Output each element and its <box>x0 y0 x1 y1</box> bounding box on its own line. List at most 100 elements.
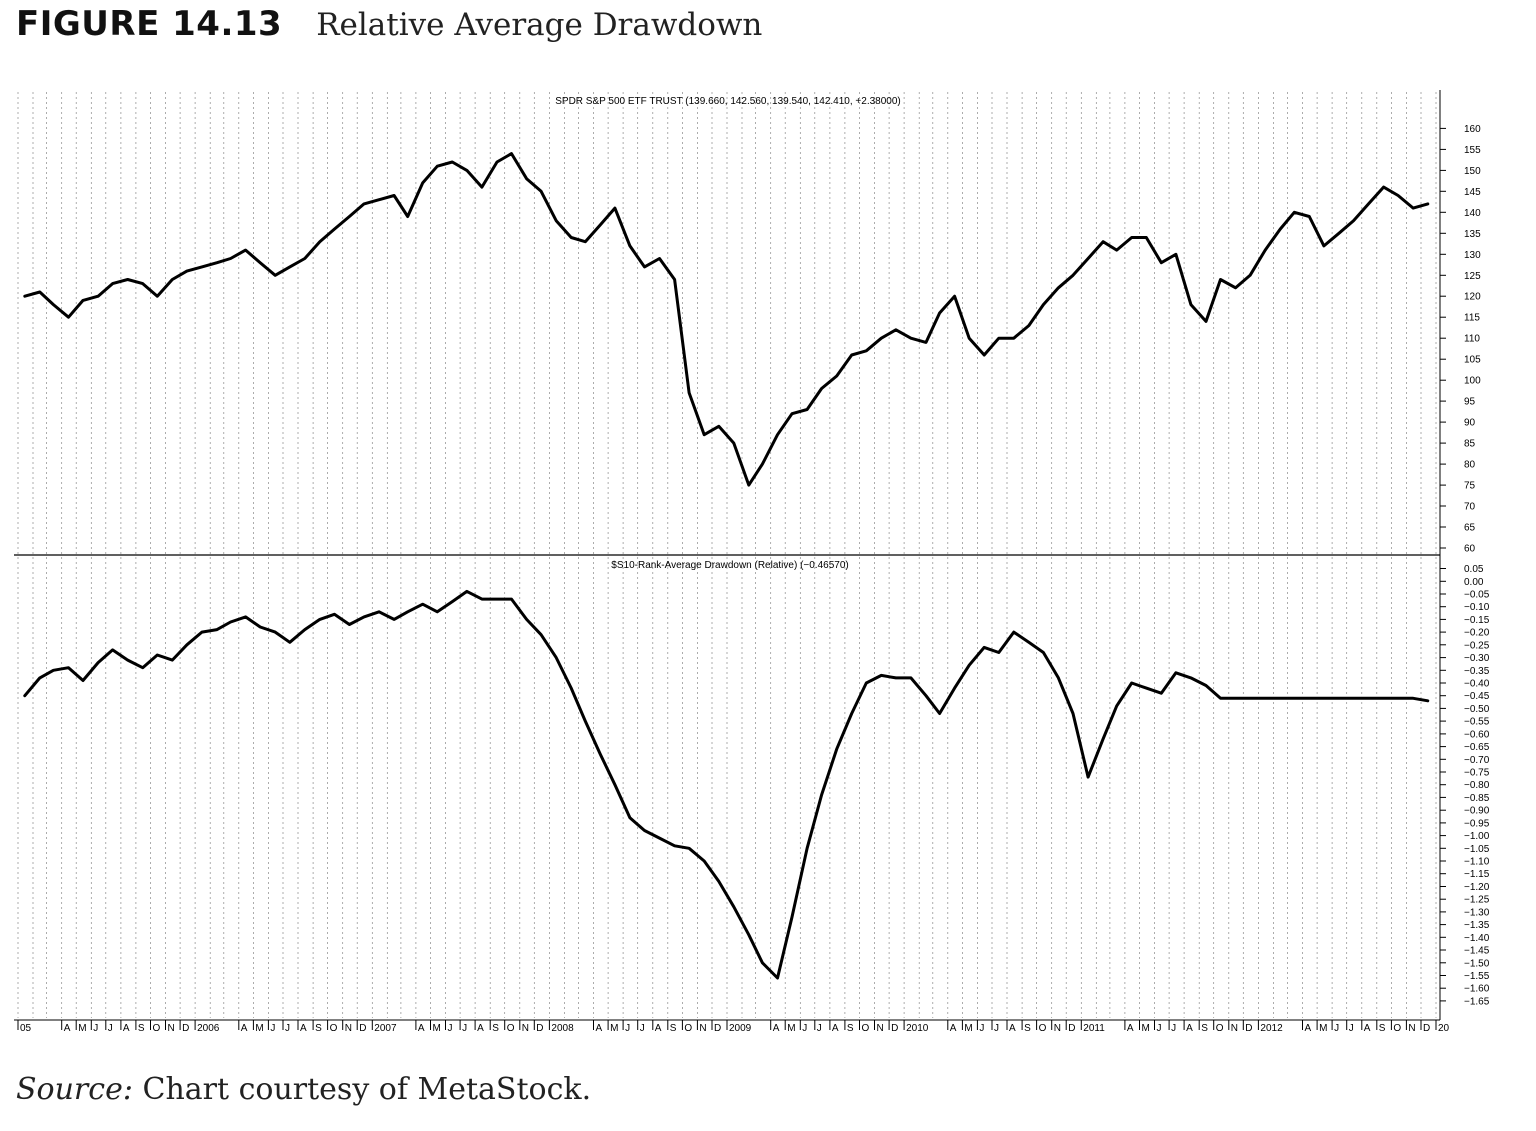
y-tick-label: −1.65 <box>1464 996 1490 1007</box>
x-tick-label: J <box>93 1023 98 1034</box>
y-tick-label: −1.10 <box>1464 857 1490 868</box>
source-note: Source: Chart courtesy of MetaStock. <box>16 1072 591 1107</box>
x-tick-label: 20 <box>1438 1023 1450 1034</box>
x-tick-label: N <box>168 1023 175 1034</box>
x-tick-label: A <box>418 1023 425 1034</box>
spy-price-series <box>23 152 1430 487</box>
x-tick-label: O <box>684 1023 692 1034</box>
y-tick-label: −0.90 <box>1464 806 1490 817</box>
y-tick-label: 70 <box>1464 502 1476 513</box>
figure-label: FIGURE 14.13 <box>16 4 283 44</box>
x-tick-label: D <box>714 1023 721 1034</box>
y-tick-label: −1.50 <box>1464 958 1490 969</box>
x-tick-label: N <box>1231 1023 1238 1034</box>
x-tick-label: J <box>462 1023 467 1034</box>
x-tick-label: A <box>477 1023 484 1034</box>
y-tick-label: 145 <box>1464 187 1481 198</box>
source-text: Chart courtesy of MetaStock. <box>142 1072 592 1107</box>
y-tick-label: −0.05 <box>1464 590 1490 601</box>
x-tick-label: M <box>1319 1023 1327 1034</box>
x-tick-label: N <box>1408 1023 1415 1034</box>
x-tick-label: D <box>891 1023 898 1034</box>
y-tick-label: −0.85 <box>1464 793 1490 804</box>
bottom-panel-title: $S10-Rank-Average Drawdown (Relative) (−… <box>611 560 848 571</box>
y-tick-label: 0.05 <box>1464 564 1484 575</box>
y-tick-label: 60 <box>1464 544 1476 555</box>
y-tick-label: −0.65 <box>1464 742 1490 753</box>
y-tick-label: 100 <box>1464 376 1481 387</box>
x-tick-label: S <box>138 1023 145 1034</box>
x-tick-label: N <box>699 1023 706 1034</box>
x-tick-label: A <box>1305 1023 1312 1034</box>
x-tick-label: 2008 <box>551 1023 574 1034</box>
y-tick-label: −0.55 <box>1464 717 1490 728</box>
x-tick-label: D <box>536 1023 543 1034</box>
x-tick-label: A <box>1009 1023 1016 1034</box>
y-tick-label: 80 <box>1464 460 1476 471</box>
x-tick-label: M <box>78 1023 86 1034</box>
figure-title: Relative Average Drawdown <box>316 7 763 43</box>
y-tick-label: 95 <box>1464 397 1476 408</box>
x-tick-label: J <box>1334 1023 1339 1034</box>
x-tick-label: N <box>877 1023 884 1034</box>
x-tick-label: 2006 <box>197 1023 220 1034</box>
x-tick-label: A <box>300 1023 307 1034</box>
y-tick-label: −0.50 <box>1464 704 1490 715</box>
x-tick-label: A <box>773 1023 780 1034</box>
y-tick-label: 160 <box>1464 124 1481 135</box>
x-tick-label: D <box>1068 1023 1075 1034</box>
x-tick-label: J <box>285 1023 290 1034</box>
x-tick-label: J <box>1171 1023 1176 1034</box>
y-tick-label: −1.05 <box>1464 844 1490 855</box>
y-tick-label: −0.30 <box>1464 653 1490 664</box>
top-panel-title: SPDR S&P 500 ETF TRUST (139.660, 142.560… <box>555 96 901 107</box>
y-tick-label: −1.35 <box>1464 920 1490 931</box>
y-tick-label: −1.15 <box>1464 869 1490 880</box>
x-tick-label: J <box>994 1023 999 1034</box>
x-tick-label: A <box>1186 1023 1193 1034</box>
y-tick-label: −1.40 <box>1464 933 1490 944</box>
x-tick-label: N <box>522 1023 529 1034</box>
y-tick-label: −0.45 <box>1464 691 1490 702</box>
y-tick-label: 75 <box>1464 481 1476 492</box>
y-tick-label: −0.10 <box>1464 602 1490 613</box>
x-tick-label: A <box>241 1023 248 1034</box>
y-tick-label: 110 <box>1464 334 1480 345</box>
drawdown-series <box>23 589 1430 980</box>
y-tick-label: 140 <box>1464 208 1481 219</box>
y-tick-label: −0.20 <box>1464 628 1490 639</box>
x-tick-label: D <box>182 1023 189 1034</box>
x-tick-label: 2011 <box>1083 1023 1105 1034</box>
x-tick-label: S <box>1201 1023 1208 1034</box>
x-tick-label: M <box>610 1023 618 1034</box>
x-tick-label: A <box>1364 1023 1371 1034</box>
x-tick-label: A <box>655 1023 662 1034</box>
spy-price-line <box>23 152 1430 487</box>
x-tick-label: J <box>270 1023 275 1034</box>
y-tick-label: −1.25 <box>1464 895 1490 906</box>
y-tick-label: −0.15 <box>1464 615 1490 626</box>
x-tick-label: J <box>802 1023 807 1034</box>
x-tick-label: M <box>1142 1023 1150 1034</box>
x-tick-label: A <box>64 1023 71 1034</box>
x-tick-label: S <box>492 1023 499 1034</box>
x-tick-label: D <box>1245 1023 1252 1034</box>
y-tick-label: −0.70 <box>1464 755 1490 766</box>
x-tick-label: J <box>1349 1023 1354 1034</box>
month-gridlines <box>17 92 1437 1018</box>
x-tick-label: 05 <box>20 1023 32 1034</box>
source-label: Source: <box>16 1072 133 1107</box>
x-tick-label: D <box>359 1023 366 1034</box>
y-tick-label: 115 <box>1464 313 1480 324</box>
x-tick-label: J <box>979 1023 984 1034</box>
y-tick-label: 135 <box>1464 229 1481 240</box>
y-tick-label: −1.60 <box>1464 984 1490 995</box>
x-tick-label: A <box>1127 1023 1134 1034</box>
y-tick-label: 90 <box>1464 418 1476 429</box>
x-tick-label: J <box>448 1023 453 1034</box>
y-tick-label: 155 <box>1464 145 1481 156</box>
x-tick-label: M <box>255 1023 263 1034</box>
y-tick-label: 150 <box>1464 166 1481 177</box>
x-tick-label: D <box>1423 1023 1430 1034</box>
y-tick-label: −1.30 <box>1464 907 1490 918</box>
